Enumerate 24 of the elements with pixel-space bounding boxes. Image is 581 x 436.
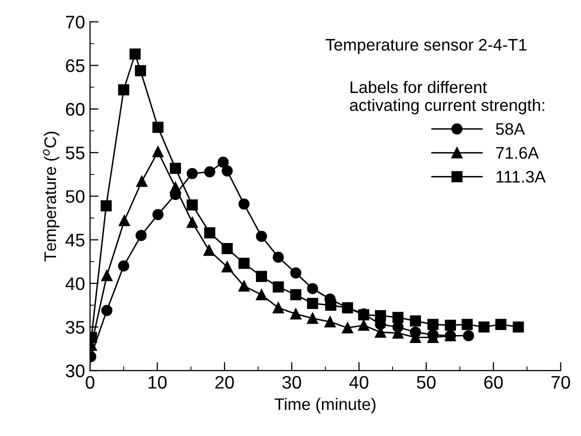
y-tick-label: 55 (66, 146, 84, 160)
x-tick-label: 10 (148, 376, 167, 389)
y-tick-label: 50 (66, 190, 84, 203)
y-tick-label: 70 (66, 16, 84, 29)
x-axis-title: Time (minute) (274, 398, 376, 414)
x-tick-label: 40 (349, 376, 368, 389)
annotation: Temperature sensor 2-4-T1 (326, 38, 526, 54)
y-tick-label: 45 (66, 234, 84, 247)
x-tick-label: 60 (484, 376, 503, 389)
legend-label: 71.6A (496, 147, 539, 159)
legend-label: 58A (496, 123, 525, 135)
y-tick-label: 35 (66, 320, 84, 334)
x-tick-label: 30 (282, 376, 302, 389)
y-tick-label: 65 (66, 59, 84, 72)
y-tick-label: 60 (66, 102, 84, 116)
x-tick-label: 0 (86, 376, 94, 389)
legend-label: 111.3A (496, 170, 546, 183)
x-tick-label: 20 (215, 376, 234, 389)
y-axis-title: Temperature ($^{o}$C) (43, 132, 60, 262)
x-tick-label: 70 (552, 376, 570, 389)
y-tick-label: 40 (66, 277, 84, 290)
legend-title: Labels for different activating current strength: (350, 80, 544, 114)
y-tick-label: 30 (66, 364, 84, 378)
x-tick-label: 50 (416, 376, 436, 389)
